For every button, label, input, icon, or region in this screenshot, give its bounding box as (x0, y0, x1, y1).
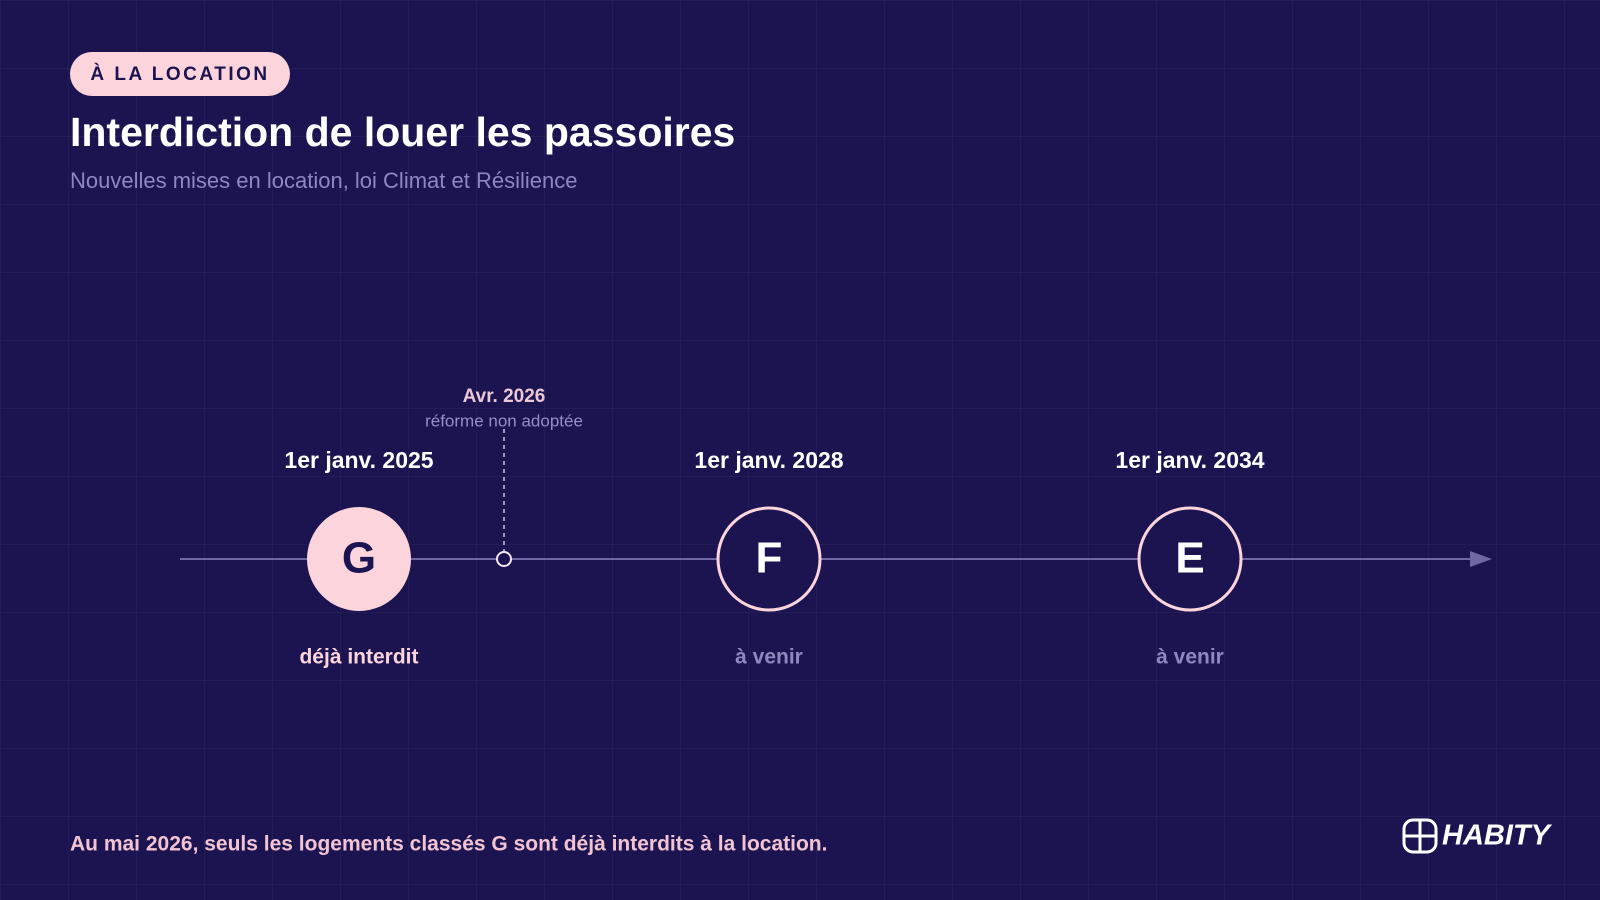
footer-note: Au mai 2026, seuls les logements classés… (70, 833, 827, 856)
event-letter: G (342, 534, 376, 583)
marker-date: Avr. 2026 (463, 386, 546, 407)
event-status: à venir (735, 646, 803, 669)
event-letter: F (756, 534, 783, 583)
timeline-arrow (1470, 551, 1492, 567)
event-node (307, 507, 411, 611)
title: Interdiction de louer les passoires (70, 109, 735, 155)
subtitle: Nouvelles mises en location, loi Climat … (70, 168, 577, 193)
badge-pill (70, 52, 290, 96)
event-date: 1er janv. 2025 (284, 447, 433, 473)
logo: HABITY (1442, 820, 1553, 852)
event-letter: E (1175, 534, 1204, 583)
event-date: 1er janv. 2034 (1115, 447, 1264, 473)
event-node (1137, 506, 1243, 612)
event-status: déjà interdit (299, 646, 418, 669)
event-date: 1er janv. 2028 (694, 447, 843, 473)
logo-icon (1402, 818, 1438, 854)
marker-note: réforme non adoptée (425, 411, 583, 430)
marker-dot (496, 551, 512, 567)
event-status: à venir (1156, 646, 1224, 669)
badge: À LA LOCATION (90, 63, 269, 85)
event-node (716, 506, 822, 612)
